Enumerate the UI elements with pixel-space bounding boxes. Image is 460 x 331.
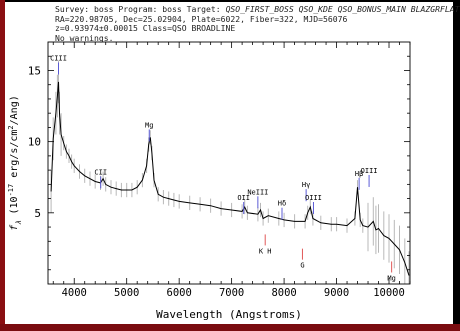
y-tick-label: 15 xyxy=(28,64,41,77)
plot-area-frame xyxy=(47,41,411,285)
y-axis-label-lambda: λ xyxy=(15,221,23,225)
y-axis-label-exp2: 2 xyxy=(7,125,15,129)
header-line-warnings: No warnings. xyxy=(55,32,114,43)
x-tick-label: 9000 xyxy=(324,287,349,299)
bottom-accent-strip xyxy=(0,324,460,331)
emission-line-label: CII xyxy=(94,168,107,176)
spectrum-header: Survey: boss Program: boss Target: QSO_F… xyxy=(55,4,459,43)
absorption-line-label: K H xyxy=(259,247,272,255)
header-line-coordinates: RA=220.98705, Dec=25.02904, Plate=6022, … xyxy=(55,13,348,24)
emission-line-label: OIII xyxy=(361,167,378,175)
x-tick-label: 7000 xyxy=(219,287,244,299)
left-accent-bar xyxy=(0,0,5,331)
absorption-line-label: Mg xyxy=(387,274,395,282)
header-line-redshift: z=0.93974±0.00015 Class=QSO BROADLINE xyxy=(55,23,236,34)
y-axis-label-pre: (10 xyxy=(9,196,20,220)
header-target-flags: QSO_FIRST_BOSS QSO_KDE QSO_BONUS_MAIN BL… xyxy=(225,4,460,14)
y-axis-ticks: 5 10 15 xyxy=(28,55,410,271)
y-tick-label: 10 xyxy=(28,136,41,149)
y-axis-label-f: f xyxy=(9,224,20,231)
y-axis-label: fλ (10-17 erg/s/cm2/Ang) xyxy=(7,95,23,231)
spectrum-card: Survey: boss Program: boss Target: QSO_F… xyxy=(5,2,459,324)
emission-line-label: Mg xyxy=(145,121,153,129)
x-axis-label: Wavelength (Angstroms) xyxy=(156,308,302,321)
emission-line-label: CIII xyxy=(50,55,67,63)
emission-line-label: Hβ xyxy=(355,170,363,178)
x-axis-ticks: 4000 5000 6000 7000 8000 9000 10000 xyxy=(52,42,411,299)
emission-line-label: Hδ xyxy=(278,200,286,208)
spectrum-line xyxy=(50,81,410,276)
x-tick-label: 4000 xyxy=(62,287,87,299)
absorption-line-label: G xyxy=(300,262,304,270)
x-tick-label: 5000 xyxy=(114,287,139,299)
header-line-target: Survey: boss Program: boss Target: QSO_F… xyxy=(55,4,459,15)
emission-line-label: OIII xyxy=(305,194,322,202)
y-axis-label-post: /Ang) xyxy=(9,95,20,125)
header-survey-info: Survey: boss Program: boss Target: xyxy=(55,4,226,14)
y-axis-label-mid: erg/s/cm xyxy=(9,130,20,184)
y-axis-label-exp1: -17 xyxy=(7,184,15,197)
x-tick-label: 6000 xyxy=(167,287,192,299)
x-tick-label: 10000 xyxy=(373,287,405,299)
emission-line-label: NeIII xyxy=(247,188,268,196)
emission-line-label: Hγ xyxy=(302,181,310,189)
emission-line-label: OII xyxy=(237,194,250,202)
y-tick-label: 5 xyxy=(34,207,41,220)
x-tick-label: 8000 xyxy=(271,287,296,299)
